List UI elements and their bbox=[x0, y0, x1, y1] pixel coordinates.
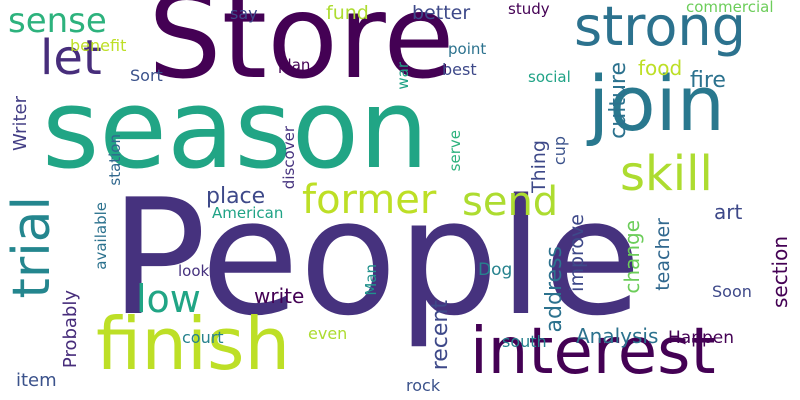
word-happen: Happen bbox=[668, 328, 735, 348]
word-social: social bbox=[528, 68, 571, 86]
word-cup: cup bbox=[550, 136, 569, 166]
word-recent: recent bbox=[428, 300, 453, 371]
word-sort: Sort bbox=[130, 66, 163, 85]
word-fund: fund bbox=[326, 2, 369, 24]
word-section: section bbox=[768, 236, 792, 309]
word-look: look bbox=[178, 262, 210, 280]
word-change: change bbox=[620, 220, 644, 294]
word-writer: Writer bbox=[10, 96, 31, 151]
word-american: American bbox=[212, 204, 284, 222]
word-address: address bbox=[542, 246, 567, 333]
word-soon: Soon bbox=[712, 282, 752, 301]
word-say: say bbox=[230, 4, 258, 23]
word-court: court bbox=[182, 328, 224, 347]
word-art: art bbox=[714, 200, 743, 224]
word-discover: discover bbox=[280, 126, 298, 190]
word-benefit: benefit bbox=[70, 36, 127, 55]
word-store: Store bbox=[148, 0, 455, 105]
word-finish: finish bbox=[96, 302, 291, 386]
word-strong: strong bbox=[574, 0, 746, 58]
word-dog: Dog bbox=[478, 260, 513, 280]
word-let: let bbox=[40, 30, 102, 86]
word-write: write bbox=[254, 284, 305, 308]
word-food: food bbox=[638, 56, 683, 80]
word-interest: interest bbox=[470, 315, 716, 389]
word-even: even bbox=[308, 324, 348, 343]
word-join: join bbox=[588, 59, 725, 148]
word-low: low bbox=[136, 277, 201, 321]
word-people: People bbox=[110, 164, 642, 351]
word-former: former bbox=[302, 177, 437, 223]
word-place: place bbox=[206, 184, 266, 209]
word-point: point bbox=[448, 40, 487, 58]
word-improve: improve bbox=[566, 214, 588, 292]
word-sense: sense bbox=[8, 1, 107, 41]
word-south: south bbox=[502, 332, 547, 351]
word-commercial: commercial bbox=[686, 0, 774, 16]
word-analysis: Analysis bbox=[576, 324, 659, 348]
word-man: Man bbox=[362, 264, 380, 296]
word-rock: rock bbox=[406, 376, 441, 395]
word-station: station bbox=[106, 134, 124, 186]
word-thing: Thing bbox=[528, 140, 550, 194]
word-trial: trial bbox=[2, 196, 62, 299]
word-teacher: teacher bbox=[652, 218, 674, 291]
word-skill: skill bbox=[620, 146, 713, 202]
word-best: best bbox=[442, 60, 477, 79]
word-season: season bbox=[42, 65, 429, 193]
word-war: war bbox=[394, 62, 412, 90]
word-send: send bbox=[462, 179, 559, 225]
word-study: study bbox=[508, 0, 550, 18]
word-culture: culture bbox=[606, 62, 631, 139]
word-item: item bbox=[16, 370, 57, 391]
word-fire: fire bbox=[690, 68, 726, 93]
word-serve: serve bbox=[446, 130, 464, 172]
word-plan: plan bbox=[278, 56, 311, 74]
word-probably: Probably bbox=[60, 290, 81, 369]
word-better: better bbox=[412, 2, 471, 24]
word-available: available bbox=[92, 202, 110, 270]
